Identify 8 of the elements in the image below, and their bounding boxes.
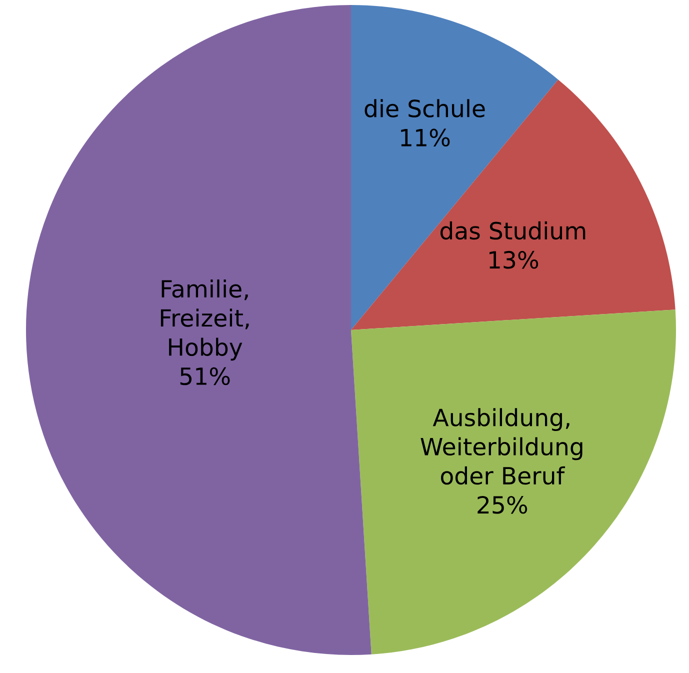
slice-label: Familie, Freizeit, Hobby [160, 279, 249, 361]
slice-label: Ausbildung, Weiterbildung oder Beruf [420, 408, 582, 485]
slice-label: die Schule [364, 99, 485, 118]
data-label: 11% [401, 128, 450, 147]
data-label: 13% [490, 250, 538, 269]
data-label: 51% [180, 367, 230, 386]
slice-label: das Studium [440, 221, 586, 240]
data-label: 25% [478, 496, 528, 514]
